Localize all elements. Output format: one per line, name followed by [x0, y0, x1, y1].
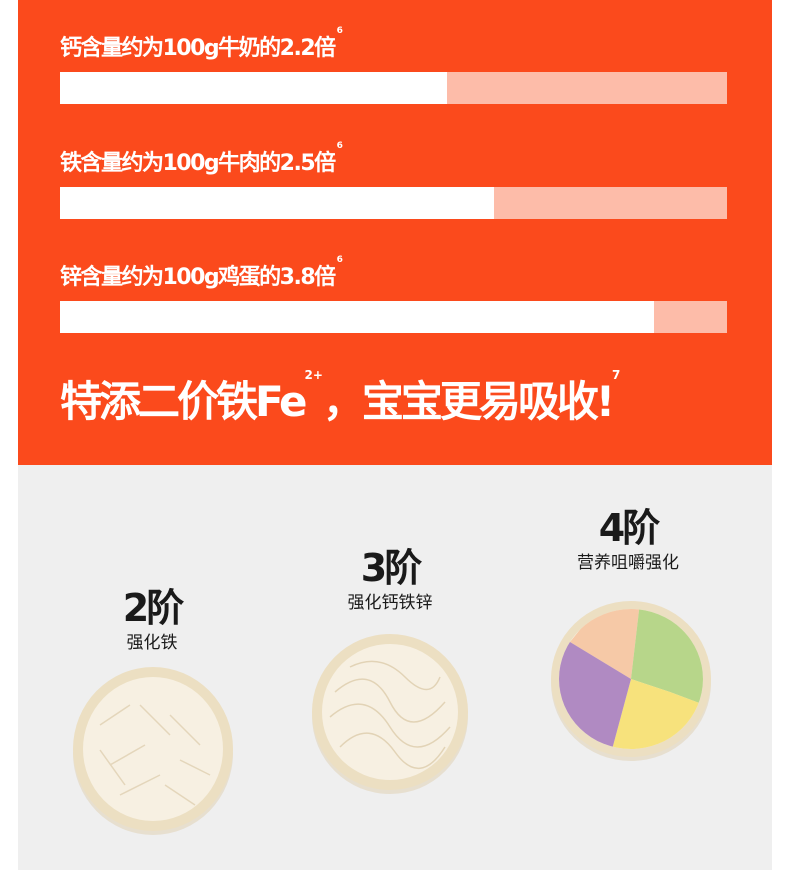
- stage-2: 2阶强化铁: [52, 586, 252, 654]
- comparison-label-zinc: 锌含量约为100g鸡蛋的3.8倍6: [60, 255, 343, 291]
- headline-post: ，宝宝更易吸收!: [322, 377, 615, 426]
- bowl-pasta-image: [551, 601, 711, 761]
- progress-bar-calcium: [60, 72, 727, 104]
- progress-bar-iron: [60, 187, 727, 219]
- footnote-mark: 6: [336, 141, 343, 151]
- stage-title: 2阶: [122, 586, 184, 630]
- headline-pre: 特添二价铁Fe: [60, 377, 307, 426]
- footnote-mark: 6: [336, 26, 343, 36]
- comparison-label-calcium: 钙含量约为100g牛奶的2.2倍6: [60, 26, 343, 62]
- bar-fill: [60, 301, 654, 333]
- stage-3: 3阶强化钙铁锌: [290, 546, 490, 614]
- bowl-short-noodles-image: [73, 667, 233, 835]
- stage-title: 3阶: [360, 546, 422, 590]
- footnote-mark: 6: [336, 255, 343, 265]
- headline: 特添二价铁Fe2+，宝宝更易吸收!7: [60, 368, 620, 429]
- stage-subtitle: 营养咀嚼强化: [577, 553, 679, 573]
- progress-bar-zinc: [60, 301, 727, 333]
- headline-superscript: 2+: [304, 368, 323, 382]
- stage-title: 4阶: [598, 506, 660, 550]
- bar-fill: [60, 187, 494, 219]
- stage-subtitle: 强化铁: [126, 633, 178, 653]
- comparison-label-iron: 铁含量约为100g牛肉的2.5倍6: [60, 141, 343, 177]
- stage-subtitle: 强化钙铁锌: [347, 593, 433, 613]
- label-text: 锌含量约为100g鸡蛋的3.8倍: [60, 265, 336, 290]
- label-text: 钙含量约为100g牛奶的2.2倍: [60, 36, 336, 61]
- label-text: 铁含量约为100g牛肉的2.5倍: [60, 151, 336, 176]
- bowl-long-noodles-image: [312, 634, 468, 794]
- bar-fill: [60, 72, 447, 104]
- stage-4: 4阶营养咀嚼强化: [528, 506, 728, 574]
- footnote-mark: 7: [612, 368, 621, 382]
